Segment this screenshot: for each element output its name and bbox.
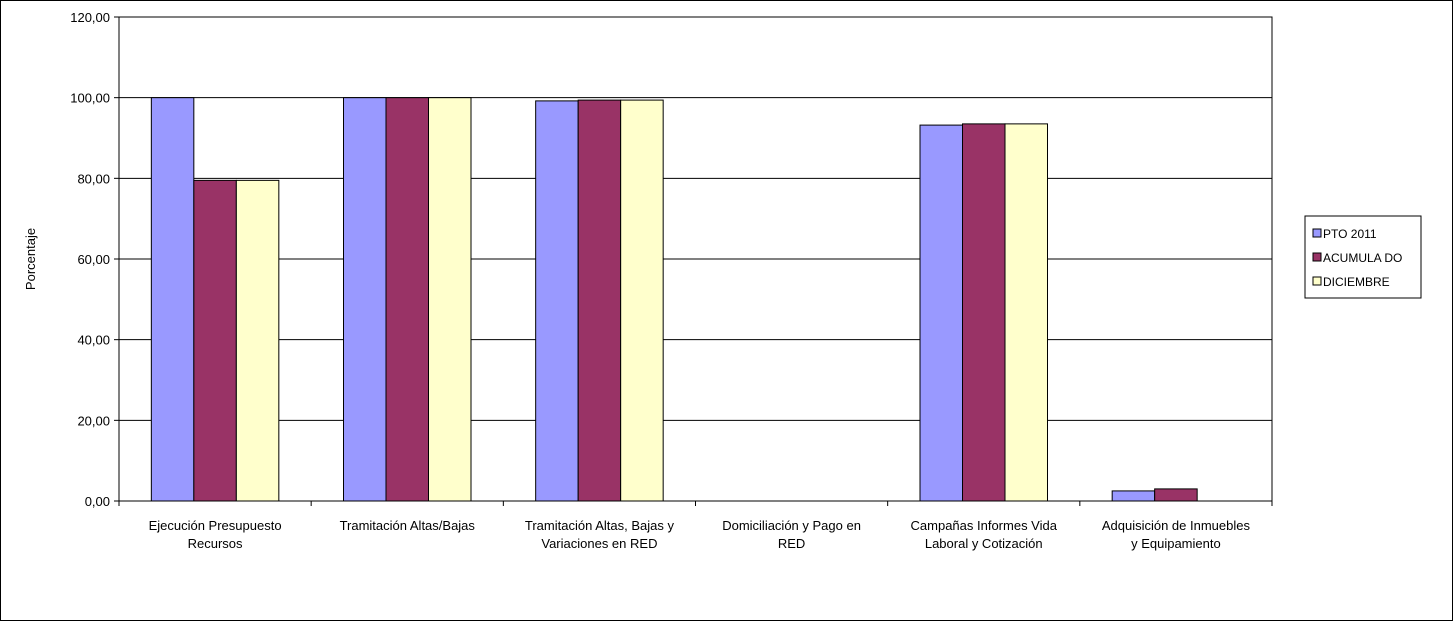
- y-tick-label: 120,00: [70, 10, 110, 25]
- bar: [1154, 488, 1198, 502]
- legend-label: DICIEMBRE: [1323, 275, 1390, 289]
- bar: [235, 179, 280, 502]
- bar: [193, 179, 237, 502]
- axes: 0,00 20,00 40,00 60,00 80,00 100,00 120,00 Ejec…: [70, 10, 1273, 551]
- y-tick-label: 100,00: [70, 91, 110, 106]
- x-tick-label: y Equipamiento: [1131, 536, 1221, 551]
- y-axis-label: Porcentaje: [23, 228, 38, 290]
- legend-swatch: [1312, 228, 1322, 238]
- x-tick-label: Adquisición de Inmuebles: [1102, 518, 1251, 533]
- legend-box: [1304, 215, 1422, 299]
- bars: [150, 97, 1198, 502]
- legend-swatch: [1312, 276, 1322, 286]
- y-tick-label: 40,00: [77, 333, 110, 348]
- legend-label: PTO 2011: [1323, 227, 1377, 241]
- gridlines: [119, 97, 1272, 421]
- bar: [535, 100, 579, 502]
- legend-swatch: [1312, 252, 1322, 262]
- legend: PTO 2011 ACUMULA DO DICIEMBRE: [1304, 215, 1422, 299]
- x-tick-label: Tramitación Altas, Bajas y: [525, 518, 675, 533]
- x-tick-label: Recursos: [188, 536, 243, 551]
- bar: [428, 97, 472, 502]
- bar: [577, 99, 622, 502]
- x-tick-label: Tramitación Altas/Bajas: [340, 518, 476, 533]
- y-tick-label: 20,00: [77, 413, 110, 428]
- y-tick-label: 0,00: [85, 494, 110, 509]
- bar: [150, 97, 195, 502]
- bar: [919, 124, 963, 502]
- x-tick-label: Ejecución Presupuesto: [149, 518, 282, 533]
- x-tick-label: Variaciones en RED: [541, 536, 657, 551]
- y-tick-label: 80,00: [77, 171, 110, 186]
- bar: [962, 123, 1006, 502]
- x-tick-label: Laboral y Cotización: [925, 536, 1043, 551]
- legend-label: ACUMULA DO: [1323, 251, 1402, 265]
- bar: [343, 97, 387, 502]
- y-tick-label: 60,00: [77, 252, 110, 267]
- bar: [1111, 490, 1156, 502]
- x-tick-label: Domiciliación y Pago en: [722, 518, 861, 533]
- x-tick-label: RED: [778, 536, 805, 551]
- bar: [385, 97, 429, 502]
- x-tick-label: Campañas Informes Vida: [911, 518, 1058, 533]
- bar: [1004, 123, 1048, 502]
- bar: [620, 99, 664, 502]
